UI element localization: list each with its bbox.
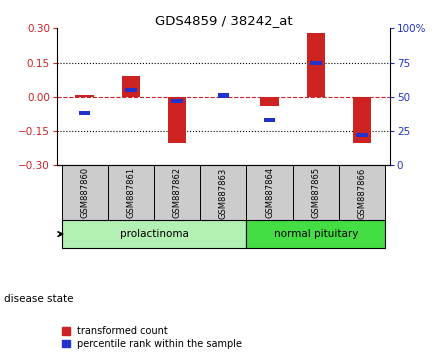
- Text: GSM887866: GSM887866: [357, 167, 367, 218]
- Bar: [356, 133, 368, 137]
- Text: GSM887861: GSM887861: [127, 167, 135, 218]
- Bar: [247, 166, 293, 220]
- Bar: [108, 166, 154, 220]
- Bar: [122, 76, 140, 97]
- Bar: [260, 97, 279, 106]
- Bar: [79, 111, 91, 115]
- Bar: [293, 166, 339, 220]
- Bar: [310, 61, 321, 65]
- Text: GSM887864: GSM887864: [265, 167, 274, 218]
- Bar: [353, 97, 371, 143]
- Bar: [125, 88, 137, 92]
- Bar: [200, 166, 247, 220]
- Text: normal pituitary: normal pituitary: [274, 229, 358, 239]
- Bar: [264, 118, 276, 122]
- Text: disease state: disease state: [4, 294, 74, 304]
- Bar: [168, 97, 187, 143]
- Bar: [75, 95, 94, 97]
- Bar: [339, 166, 385, 220]
- Bar: [218, 93, 229, 98]
- Text: GSM887863: GSM887863: [219, 167, 228, 218]
- Bar: [62, 220, 247, 248]
- Title: GDS4859 / 38242_at: GDS4859 / 38242_at: [155, 14, 292, 27]
- Text: GSM887865: GSM887865: [311, 167, 320, 218]
- Text: GSM887862: GSM887862: [173, 167, 182, 218]
- Bar: [247, 220, 385, 248]
- Text: prolactinoma: prolactinoma: [120, 229, 188, 239]
- Bar: [171, 99, 183, 103]
- Bar: [307, 33, 325, 97]
- Bar: [62, 166, 108, 220]
- Legend: transformed count, percentile rank within the sample: transformed count, percentile rank withi…: [62, 326, 242, 349]
- Text: GSM887860: GSM887860: [80, 167, 89, 218]
- Bar: [154, 166, 200, 220]
